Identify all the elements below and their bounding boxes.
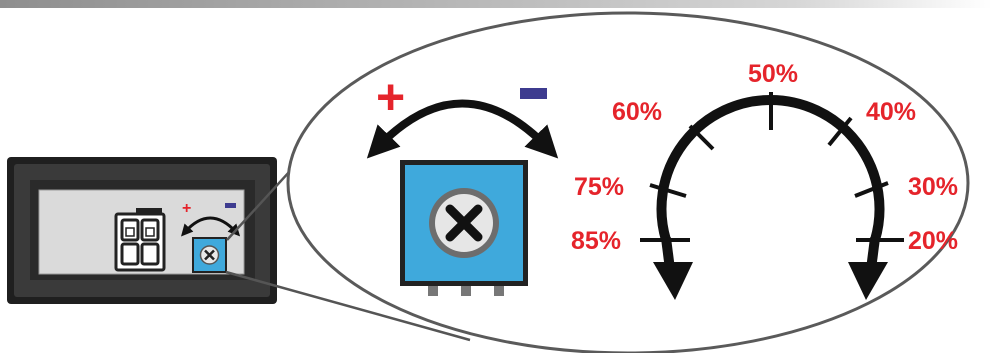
device-adjust-screw-icon [204,249,215,261]
dial-label-20: 20% [908,227,958,255]
zoom-potentiometer[interactable] [400,160,528,296]
dial-label-60: 60% [612,98,662,126]
pot-pin-middle [461,282,471,296]
zoom-ellipse [286,11,970,353]
dial: 85% 75% 60% 50% 40% 30% 20% [571,60,958,300]
device-minus-sign [225,203,236,208]
dial-label-85: 85% [571,227,621,255]
dial-label-40: 40% [866,98,916,126]
dial-right-arrowhead-icon [848,262,888,300]
device: + [7,157,277,304]
adjust-screw-icon [445,204,483,242]
zoom-line-bottom [225,270,471,342]
device-rotate-arrow-icon [181,216,241,237]
device-plus-sign: + [182,200,191,217]
tick-75 [649,183,687,198]
zoom-rotate-arrow-icon [366,99,559,159]
top-gradient-bar [0,0,992,8]
device-potentiometer[interactable] [192,237,227,273]
connector-icon [114,208,166,272]
pot-pin-left [428,282,438,296]
tick-60 [688,124,715,151]
zoom-plus-sign: + [376,69,405,125]
tick-40 [827,116,853,147]
dial-label-50: 50% [748,60,798,88]
tick-30 [854,181,889,198]
zoom-minus-icon [520,88,547,99]
pot-pin-right [494,282,504,296]
dial-label-75: 75% [574,173,624,201]
dial-label-30: 30% [908,173,958,201]
zoom-plus-icon: + [376,69,405,125]
dial-left-arrowhead-icon [653,262,693,300]
